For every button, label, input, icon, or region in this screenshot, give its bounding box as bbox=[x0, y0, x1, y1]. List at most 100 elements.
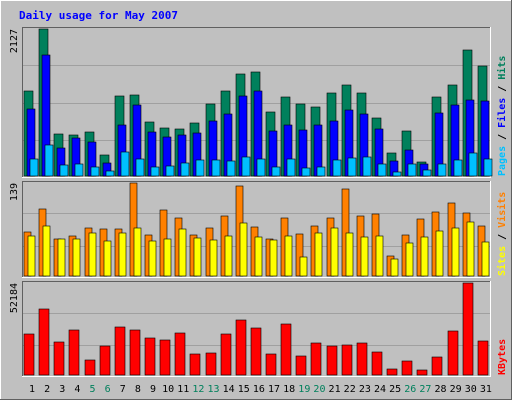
x-label-day-8: 8 bbox=[135, 384, 141, 395]
bar-sites-day-5 bbox=[88, 232, 97, 277]
bar-kbytes-day-11 bbox=[174, 332, 186, 376]
bar-sites-day-26 bbox=[405, 242, 414, 277]
bar-kbytes-day-3 bbox=[53, 341, 65, 376]
panel-hits-files-pages: 2127 Pages / Files / Hits bbox=[9, 27, 508, 178]
bar-sites-day-12 bbox=[193, 237, 202, 277]
bar-kbytes-day-2 bbox=[38, 308, 50, 376]
panel-visits-sites: 139 Sites / Visits bbox=[9, 181, 508, 278]
bar-pages-day-9 bbox=[150, 166, 160, 177]
bar-sites-day-11 bbox=[178, 228, 187, 277]
bar-kbytes-day-8 bbox=[129, 329, 141, 376]
bar-kbytes-day-1 bbox=[23, 333, 35, 376]
x-label-day-12: 12 bbox=[192, 384, 204, 395]
bar-pages-day-20 bbox=[316, 166, 326, 177]
x-label-day-19: 19 bbox=[298, 384, 310, 395]
chart-title: Daily usage for May 2007 bbox=[19, 9, 178, 22]
bar-kbytes-day-12 bbox=[189, 353, 201, 376]
panel-kbytes: 52184 KBytes bbox=[9, 281, 508, 377]
bar-sites-day-20 bbox=[314, 232, 323, 277]
x-label-day-29: 29 bbox=[450, 384, 462, 395]
bar-kbytes-day-19 bbox=[295, 355, 307, 376]
legend-item-hits: Hits bbox=[496, 56, 508, 80]
bar-sites-day-2 bbox=[42, 225, 51, 277]
bar-pages-day-5 bbox=[90, 166, 100, 177]
bar-pages-day-15 bbox=[241, 156, 251, 177]
bar-sites-day-29 bbox=[451, 227, 460, 277]
x-label-day-10: 10 bbox=[162, 384, 174, 395]
bar-sites-day-15 bbox=[239, 222, 248, 277]
y-max-label: 139 bbox=[9, 183, 20, 201]
legend-separator: / bbox=[497, 228, 508, 246]
x-label-day-30: 30 bbox=[465, 384, 477, 395]
x-label-day-23: 23 bbox=[359, 384, 371, 395]
bar-kbytes-day-16 bbox=[250, 327, 262, 376]
bar-kbytes-day-28 bbox=[431, 356, 443, 376]
bar-sites-day-23 bbox=[360, 236, 369, 277]
x-label-day-26: 26 bbox=[404, 384, 416, 395]
x-label-day-11: 11 bbox=[177, 384, 189, 395]
bar-pages-day-29 bbox=[453, 159, 463, 177]
x-label-day-2: 2 bbox=[44, 384, 50, 395]
bar-kbytes-day-26 bbox=[401, 360, 413, 376]
bar-pages-day-23 bbox=[362, 156, 372, 177]
bar-pages-day-2 bbox=[44, 144, 54, 177]
bar-pages-day-31 bbox=[483, 158, 493, 177]
bar-pages-day-21 bbox=[332, 159, 342, 177]
legend-hits-files-pages: Pages / Files / Hits bbox=[496, 56, 508, 176]
bar-pages-day-7 bbox=[120, 151, 130, 177]
bar-kbytes-day-25 bbox=[386, 368, 398, 376]
x-label-day-18: 18 bbox=[283, 384, 295, 395]
bar-kbytes-day-14 bbox=[220, 333, 232, 376]
bar-kbytes-day-5 bbox=[84, 359, 96, 376]
x-label-day-3: 3 bbox=[59, 384, 65, 395]
bar-sites-day-28 bbox=[435, 230, 444, 277]
bar-pages-day-28 bbox=[437, 163, 447, 177]
legend-item-files: Files bbox=[496, 98, 508, 128]
bar-sites-day-7 bbox=[118, 232, 127, 277]
legend-item-kbytes: KBytes bbox=[497, 339, 508, 375]
bar-visits-day-22 bbox=[341, 188, 350, 277]
x-label-day-15: 15 bbox=[238, 384, 250, 395]
bar-pages-day-27 bbox=[422, 169, 432, 177]
x-label-day-4: 4 bbox=[74, 384, 80, 395]
bar-pages-day-11 bbox=[180, 162, 190, 177]
bar-kbytes-day-29 bbox=[447, 330, 459, 376]
bar-sites-day-4 bbox=[72, 238, 81, 277]
bar-sites-day-14 bbox=[224, 235, 233, 277]
bar-pages-day-6 bbox=[105, 170, 115, 177]
bar-kbytes-day-22 bbox=[341, 344, 353, 376]
bar-kbytes-day-6 bbox=[99, 345, 111, 376]
bar-kbytes-day-7 bbox=[114, 326, 126, 376]
bar-pages-day-24 bbox=[377, 163, 387, 177]
bar-kbytes-day-30 bbox=[462, 282, 474, 376]
bar-kbytes-day-27 bbox=[416, 369, 428, 376]
bar-pages-day-26 bbox=[407, 163, 417, 177]
bar-sites-day-22 bbox=[345, 232, 354, 277]
bar-pages-day-18 bbox=[286, 158, 296, 177]
x-label-day-9: 9 bbox=[150, 384, 156, 395]
bar-kbytes-day-18 bbox=[280, 323, 292, 376]
x-label-day-16: 16 bbox=[253, 384, 265, 395]
bar-pages-day-22 bbox=[347, 157, 357, 177]
bar-sites-day-18 bbox=[284, 235, 293, 277]
bar-pages-day-19 bbox=[301, 167, 311, 177]
bar-kbytes-day-4 bbox=[68, 329, 80, 376]
x-label-day-27: 27 bbox=[419, 384, 431, 395]
bar-kbytes-day-21 bbox=[326, 345, 338, 376]
bar-pages-day-13 bbox=[211, 159, 221, 177]
x-label-day-31: 31 bbox=[480, 384, 492, 395]
x-label-day-20: 20 bbox=[313, 384, 325, 395]
bar-sites-day-6 bbox=[103, 240, 112, 277]
bar-kbytes-day-10 bbox=[159, 339, 171, 376]
bar-sites-day-21 bbox=[330, 227, 339, 277]
bar-sites-day-24 bbox=[375, 235, 384, 277]
bar-sites-day-3 bbox=[57, 238, 66, 277]
x-label-day-21: 21 bbox=[329, 384, 341, 395]
x-label-day-17: 17 bbox=[268, 384, 280, 395]
bar-sites-day-16 bbox=[254, 236, 263, 277]
legend-item-pages: Pages bbox=[497, 146, 508, 176]
bar-sites-day-31 bbox=[481, 241, 490, 277]
bar-kbytes-day-17 bbox=[265, 353, 277, 376]
bar-pages-day-30 bbox=[468, 152, 478, 177]
